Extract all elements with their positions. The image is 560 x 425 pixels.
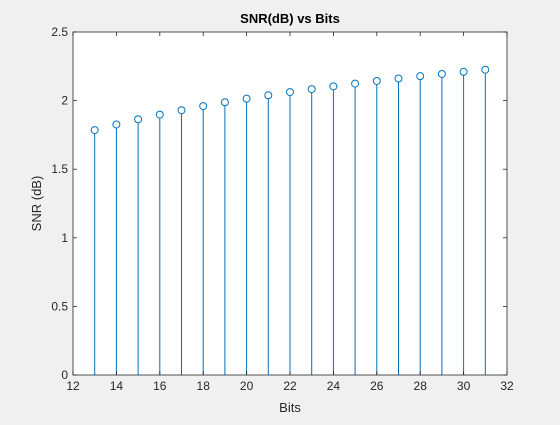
y-tick-label: 2.5: [51, 25, 68, 39]
stem-marker: [416, 72, 425, 81]
x-axis-ticks: 12 14 16 18 20 22 24 26 28 30 32: [66, 32, 514, 393]
stem-marker: [372, 76, 381, 85]
stem-marker: [199, 102, 208, 111]
x-tick-label: 30: [457, 379, 471, 393]
x-tick-label: 28: [414, 379, 428, 393]
stem-marker: [177, 106, 186, 115]
chart-title: SNR(dB) vs Bits: [240, 11, 340, 26]
x-tick-label: 24: [327, 379, 341, 393]
stem-marker: [286, 88, 294, 97]
y-tick-label: 0.5: [51, 299, 68, 313]
stem-marker: [264, 91, 273, 100]
y-tick-label: 0: [61, 368, 68, 382]
stem-marker: [134, 115, 143, 124]
x-tick-label: 22: [283, 379, 297, 393]
x-axis-label: Bits: [279, 400, 301, 415]
stem-marker: [351, 79, 360, 88]
stem-marker: [329, 82, 338, 91]
x-tick-label: 12: [66, 379, 80, 393]
stem-marker: [437, 69, 446, 78]
stem-marker: [242, 94, 251, 103]
stem-marker: [459, 67, 468, 76]
x-tick-label: 18: [197, 379, 211, 393]
axes-box: [72, 31, 508, 376]
stem-marker: [307, 85, 316, 94]
stem-marker: [90, 126, 99, 135]
y-tick-label: 1.5: [51, 162, 68, 176]
y-axis-label: SNR (dB): [29, 176, 44, 232]
stem-marker: [155, 110, 164, 119]
y-axis-ticks: 0 0.5 1 1.5 2 2.5: [51, 25, 507, 382]
stem-marker: [220, 98, 229, 107]
x-tick-label: 16: [153, 379, 167, 393]
stem-series: [90, 65, 490, 375]
x-tick-label: 26: [370, 379, 384, 393]
x-tick-label: 20: [240, 379, 254, 393]
x-tick-label: 14: [110, 379, 124, 393]
stem-marker: [394, 74, 403, 83]
stem-marker: [112, 120, 121, 129]
stem-marker: [481, 65, 490, 74]
x-tick-label: 32: [500, 379, 514, 393]
y-tick-label: 1: [61, 231, 68, 245]
y-tick-label: 2: [61, 94, 68, 108]
